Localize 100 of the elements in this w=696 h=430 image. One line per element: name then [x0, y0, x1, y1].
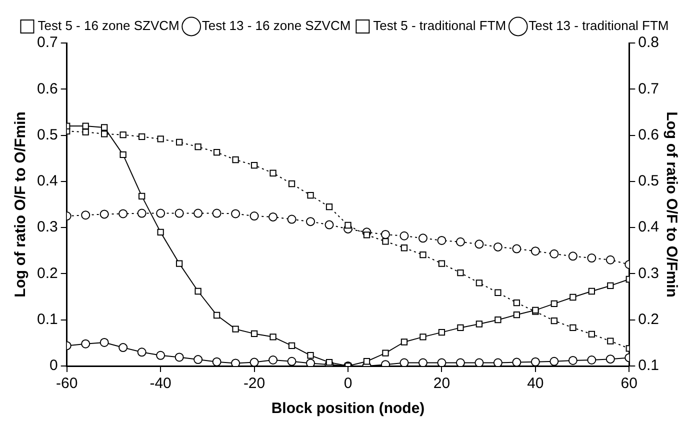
point — [607, 338, 614, 344]
point — [607, 282, 614, 290]
y-tick-label: 0.5 — [36, 126, 58, 144]
point — [250, 162, 258, 169]
legend-label: Test 5 - 16 zone SZVCM — [38, 18, 180, 34]
point — [288, 342, 296, 350]
point — [176, 138, 183, 146]
point — [418, 358, 428, 366]
point — [270, 170, 276, 176]
point — [382, 350, 389, 356]
point — [100, 338, 109, 347]
point — [494, 316, 502, 324]
point — [513, 299, 520, 306]
point — [270, 334, 276, 340]
point — [568, 252, 578, 261]
y-axis-title: Log of ratio O/F to O/Fmin — [12, 112, 30, 298]
point — [438, 260, 446, 267]
point — [232, 326, 239, 332]
point — [156, 350, 166, 360]
point — [194, 143, 202, 150]
x-tick-label: -40 — [150, 375, 172, 392]
point — [570, 294, 576, 301]
point — [363, 358, 370, 365]
y2-tick-label: 0.6 — [638, 126, 660, 144]
point — [174, 352, 184, 362]
y2-tick-label: 0.7 — [638, 80, 660, 98]
point — [268, 356, 278, 364]
point — [250, 358, 259, 366]
x-tick-label: -60 — [56, 375, 78, 392]
point — [213, 312, 220, 319]
point — [493, 242, 502, 252]
point — [231, 358, 240, 366]
point — [587, 254, 596, 263]
point — [306, 217, 316, 226]
point — [212, 208, 222, 218]
point — [437, 236, 446, 245]
legend-label: Test 5 - traditional FTM — [373, 18, 506, 34]
y2-tick-label: 0.3 — [638, 264, 660, 282]
y-tick-label: 0.3 — [36, 218, 58, 236]
legend-label: Test 13 - traditional FTM — [528, 18, 669, 34]
point — [456, 237, 465, 246]
point — [606, 354, 615, 364]
point — [474, 358, 484, 366]
point — [287, 356, 296, 366]
x-tick-label: -20 — [243, 375, 266, 392]
point — [118, 343, 128, 352]
point — [476, 320, 483, 328]
point — [82, 122, 89, 130]
y-tick-label: 0 — [50, 357, 58, 374]
y-tick-label: 0.2 — [36, 264, 58, 282]
point — [457, 269, 464, 276]
point — [570, 324, 576, 332]
point — [437, 358, 446, 366]
point — [344, 222, 352, 229]
point — [194, 288, 202, 295]
point — [194, 208, 203, 218]
point — [137, 348, 146, 357]
y-tick-label: 0.6 — [36, 80, 58, 98]
point — [400, 338, 408, 346]
point — [81, 210, 90, 220]
point — [530, 246, 540, 256]
y2-tick-label: 0.8 — [638, 34, 660, 52]
point — [512, 358, 522, 366]
point — [512, 244, 522, 254]
point — [588, 330, 595, 338]
point — [494, 289, 502, 296]
point — [606, 255, 615, 264]
x-tick-label: 60 — [620, 375, 638, 392]
x-axis-title: Block position (node) — [271, 400, 425, 418]
y2-tick-label: 0.2 — [638, 311, 660, 328]
legend-label: Test 13 - 16 zone SZVCM — [202, 18, 351, 34]
point — [287, 214, 296, 224]
y2-tick-label: 0.4 — [638, 218, 660, 236]
point — [324, 220, 334, 230]
point — [363, 232, 370, 238]
point — [530, 357, 540, 366]
point — [326, 203, 333, 210]
point — [81, 339, 90, 348]
point — [138, 133, 146, 140]
point — [550, 317, 558, 324]
y2-tick-label: 0.1 — [638, 357, 660, 374]
point — [174, 208, 184, 218]
point — [288, 180, 296, 188]
point — [418, 234, 428, 243]
point — [587, 356, 596, 364]
point — [157, 228, 164, 236]
point — [213, 149, 220, 156]
point — [307, 352, 314, 359]
point — [476, 280, 483, 286]
point — [120, 151, 126, 158]
y2-axis-title: Log of ratio O/F to O/Fmin — [662, 112, 680, 298]
point — [157, 136, 164, 142]
y2-tick-label: 0.5 — [638, 172, 660, 190]
point — [550, 249, 559, 258]
point — [550, 356, 559, 366]
point — [194, 355, 203, 364]
y-tick-label: 0.1 — [36, 311, 58, 328]
point — [176, 260, 183, 267]
point — [380, 230, 390, 239]
point — [420, 251, 426, 258]
